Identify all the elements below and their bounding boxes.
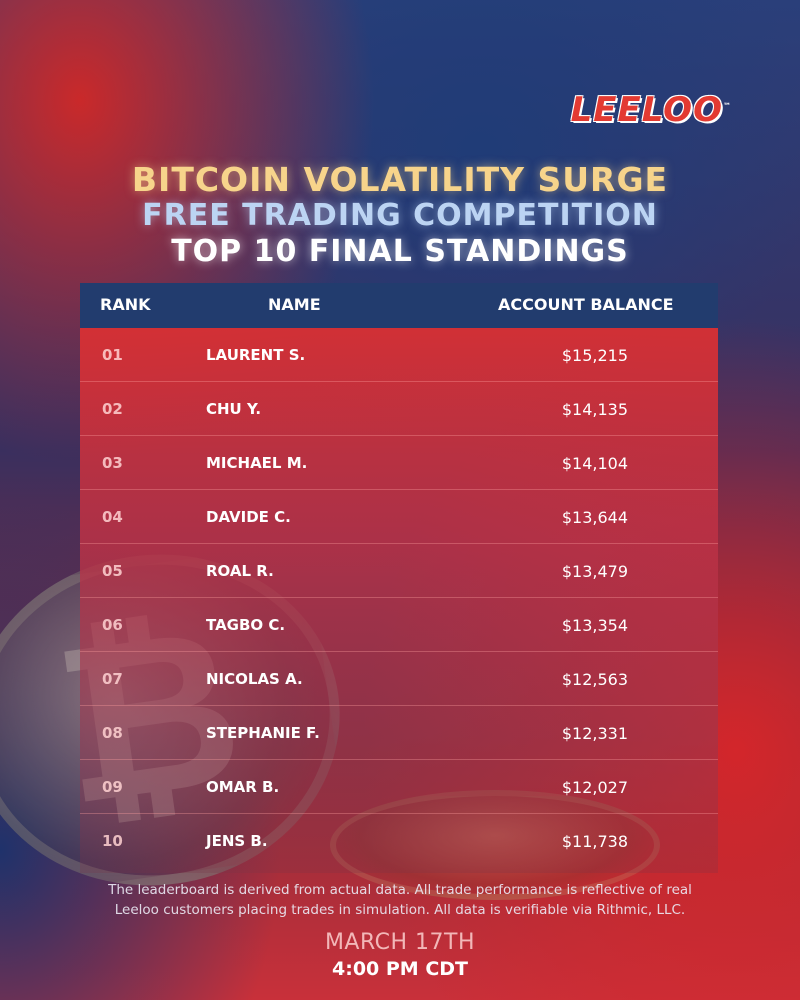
rank-cell: 07 <box>102 670 123 688</box>
balance-cell: $12,331 <box>561 724 628 743</box>
leeloo-logo: LEELOO™ <box>571 90 732 130</box>
table-row: 09 OMAR B. $12,027 <box>80 760 718 814</box>
trademark-mark: ™ <box>723 101 732 111</box>
standings-table: RANK NAME ACCOUNT BALANCE 01 LAURENT S. … <box>80 283 718 873</box>
table-row: 04 DAVIDE C. $13,644 <box>80 490 718 544</box>
table-row: 05 ROAL R. $13,479 <box>80 544 718 598</box>
headline-line-3: TOP 10 FINAL STANDINGS <box>171 234 629 269</box>
balance-cell: $12,027 <box>561 778 628 797</box>
table-row: 06 TAGBO C. $13,354 <box>80 598 718 652</box>
table-body: 01 LAURENT S. $15,215 02 CHU Y. $14,135 … <box>80 328 718 873</box>
rank-cell: 01 <box>102 346 123 364</box>
table-row: 01 LAURENT S. $15,215 <box>80 328 718 382</box>
logo-text: LEELOO <box>570 90 723 130</box>
rank-cell: 02 <box>102 400 123 418</box>
event-time: 4:00 PM CDT <box>332 958 468 980</box>
disclaimer: The leaderboard is derived from actual d… <box>60 880 740 920</box>
balance-cell: $13,354 <box>561 616 628 635</box>
name-cell: ROAL R. <box>206 562 274 580</box>
headline: BITCOIN VOLATILITY SURGE FREE TRADING CO… <box>0 162 800 270</box>
rank-cell: 05 <box>102 562 123 580</box>
rank-cell: 03 <box>102 454 123 472</box>
headline-line-1: BITCOIN VOLATILITY SURGE <box>131 160 669 199</box>
balance-cell: $14,104 <box>561 454 628 473</box>
table-row: 10 JENS B. $11,738 <box>80 814 718 868</box>
headline-line-2: FREE TRADING COMPETITION <box>142 198 658 233</box>
header-rank: RANK <box>100 295 151 314</box>
rank-cell: 08 <box>102 724 123 742</box>
rank-cell: 04 <box>102 508 123 526</box>
balance-cell: $15,215 <box>561 346 628 365</box>
name-cell: LAURENT S. <box>206 346 306 364</box>
header-balance: ACCOUNT BALANCE <box>498 295 674 314</box>
balance-cell: $14,135 <box>561 400 628 419</box>
name-cell: JENS B. <box>206 832 268 850</box>
balance-cell: $13,479 <box>561 562 628 581</box>
balance-cell: $13,644 <box>561 508 628 527</box>
rank-cell: 10 <box>102 832 123 850</box>
event-date: MARCH 17TH <box>324 930 476 955</box>
name-cell: DAVIDE C. <box>206 508 291 526</box>
header-name: NAME <box>268 295 321 314</box>
table-row: 07 NICOLAS A. $12,563 <box>80 652 718 706</box>
table-row: 08 STEPHANIE F. $12,331 <box>80 706 718 760</box>
balance-cell: $11,738 <box>561 832 628 851</box>
rank-cell: 09 <box>102 778 123 796</box>
table-row: 02 CHU Y. $14,135 <box>80 382 718 436</box>
table-header: RANK NAME ACCOUNT BALANCE <box>80 283 718 328</box>
name-cell: OMAR B. <box>206 778 280 796</box>
table-row: 03 MICHAEL M. $14,104 <box>80 436 718 490</box>
name-cell: MICHAEL M. <box>206 454 308 472</box>
disclaimer-line-2: Leeloo customers placing trades in simul… <box>114 902 686 918</box>
disclaimer-line-1: The leaderboard is derived from actual d… <box>108 882 692 898</box>
rank-cell: 06 <box>102 616 123 634</box>
balance-cell: $12,563 <box>561 670 628 689</box>
name-cell: NICOLAS A. <box>206 670 303 688</box>
name-cell: TAGBO C. <box>206 616 286 634</box>
name-cell: CHU Y. <box>206 400 262 418</box>
name-cell: STEPHANIE F. <box>206 724 320 742</box>
